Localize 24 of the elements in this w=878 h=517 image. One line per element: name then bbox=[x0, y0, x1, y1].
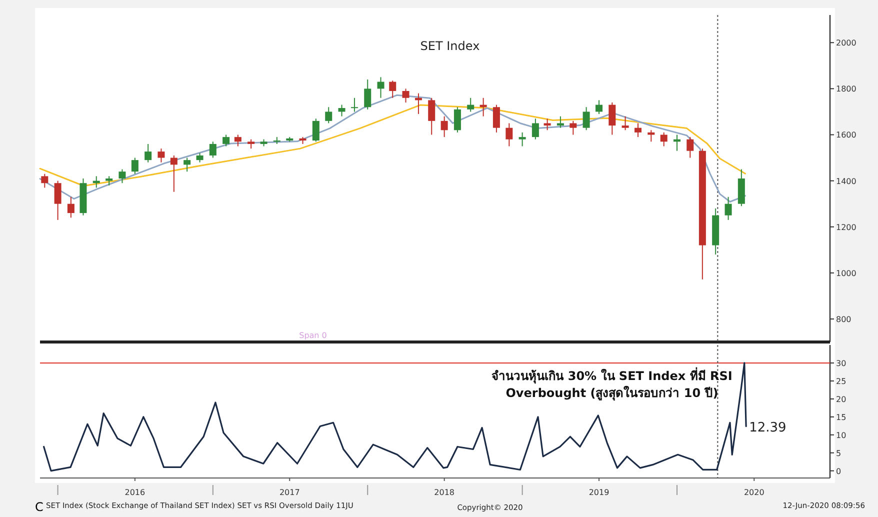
y-tick-label: 10 bbox=[836, 430, 846, 440]
y-tick-label: 5 bbox=[836, 448, 842, 458]
text: C bbox=[35, 500, 44, 514]
y-tick-label: 2000 bbox=[836, 38, 856, 48]
x-tick-label: 2020 bbox=[744, 488, 764, 497]
x-tick-label: 2017 bbox=[279, 488, 300, 497]
y-tick-label: 15 bbox=[836, 412, 846, 422]
y-tick-label: 800 bbox=[836, 314, 852, 324]
y-tick-label: 1000 bbox=[836, 268, 856, 278]
annotation: จำนวนหุ้นเกิน 30% ใน SET Index ที่มี RSI Overbought (สูงสุดในรอบกว่า 10 ปี) bbox=[492, 367, 732, 401]
y-tick-label: 30 bbox=[836, 358, 846, 368]
y-tick-label: 25 bbox=[836, 376, 846, 386]
annotation: Span 0 bbox=[299, 331, 327, 340]
x-tick-label: 2018 bbox=[434, 488, 455, 497]
x-tick-label: 2019 bbox=[588, 488, 610, 497]
x-tick-label: 2016 bbox=[124, 488, 146, 497]
y-tick-label: 20 bbox=[836, 394, 846, 404]
annotation: 12.39 bbox=[749, 420, 786, 436]
y-tick-label: 0 bbox=[836, 466, 842, 476]
y-tick-label: 1800 bbox=[836, 84, 856, 94]
y-tick-label: 1200 bbox=[836, 222, 856, 232]
y-tick-label: 1600 bbox=[836, 130, 856, 140]
y-tick-label: 1400 bbox=[836, 176, 856, 186]
text: SET Index bbox=[420, 39, 480, 53]
